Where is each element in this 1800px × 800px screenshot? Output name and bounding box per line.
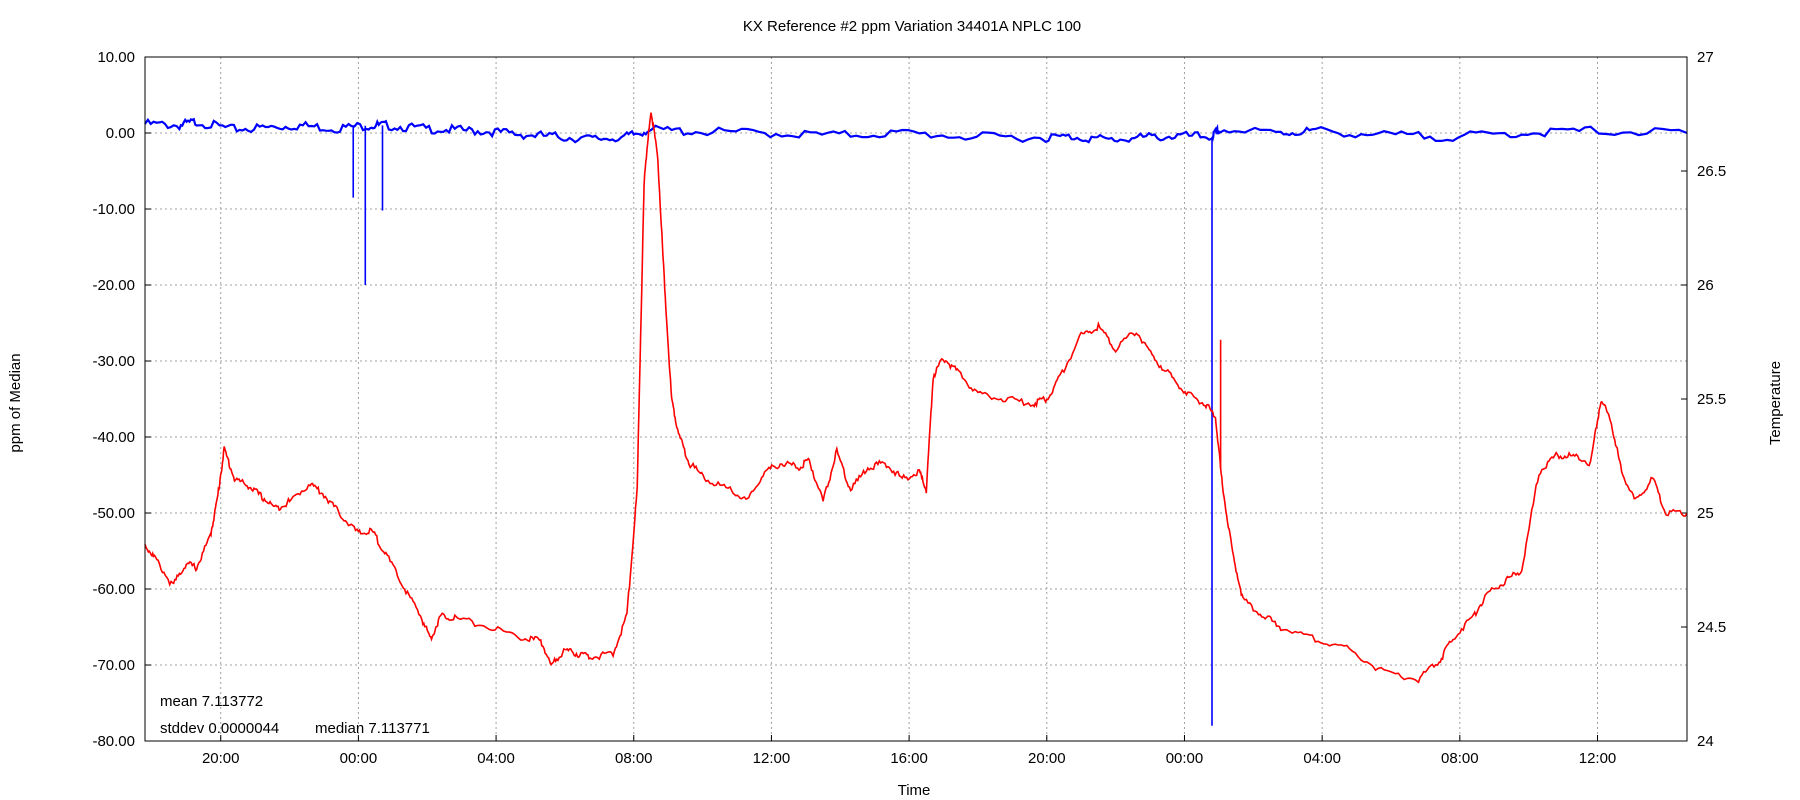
series-line-temperature — [144, 112, 1688, 684]
y-tick-label: -20.00 — [92, 277, 135, 294]
series-line-ppm — [144, 117, 1688, 144]
y-tick-label: -60.00 — [92, 581, 135, 598]
stat-median: median 7.113771 — [315, 720, 430, 737]
x-tick-label: 12:00 — [1579, 750, 1617, 767]
x-tick-label: 20:00 — [202, 750, 240, 767]
x-axis-title: Time — [898, 782, 931, 799]
tick-labels: 10.00 0.00 -10.00 -20.00 -30.00 -40.00 -50.00 -… — [92, 49, 1726, 767]
x-tick-label: 12:00 — [753, 750, 791, 767]
y-tick-label: 0.00 — [106, 125, 135, 142]
y2-tick-label: 26.5 — [1697, 163, 1726, 180]
stat-mean: mean 7.113772 — [160, 693, 263, 710]
y-tick-label: -70.00 — [92, 657, 135, 674]
x-tick-label: 04:00 — [1303, 750, 1341, 767]
x-tick-label: 04:00 — [477, 750, 515, 767]
plot-frame — [144, 56, 1688, 742]
y-tick-label: -40.00 — [92, 429, 135, 446]
y2-tick-label: 25 — [1697, 505, 1714, 522]
y2-tick-label: 25.5 — [1697, 391, 1726, 408]
y2-axis-title: Temperature — [1767, 361, 1784, 445]
y2-tick-label: 26 — [1697, 277, 1714, 294]
x-tick-label: 00:00 — [1166, 750, 1204, 767]
y-axis-title: ppm of Median — [7, 353, 24, 452]
y2-tick-label: 24.5 — [1697, 619, 1726, 636]
y-tick-label: -30.00 — [92, 353, 135, 370]
x-tick-label: 20:00 — [1028, 750, 1066, 767]
y2-tick-label: 24 — [1697, 733, 1714, 750]
x-tick-label: 16:00 — [890, 750, 928, 767]
grid — [145, 56, 1687, 742]
y2-tick-label: 27 — [1697, 49, 1714, 66]
y-tick-label: -50.00 — [92, 505, 135, 522]
x-tick-label: 08:00 — [1441, 750, 1479, 767]
x-tick-label: 00:00 — [340, 750, 378, 767]
y-tick-label: -80.00 — [92, 733, 135, 750]
y-tick-label: -10.00 — [92, 201, 135, 218]
stat-stddev: stddev 0.0000044 — [160, 720, 279, 737]
chart-title: KX Reference #2 ppm Variation 34401A NPL… — [743, 18, 1081, 35]
y-tick-label: 10.00 — [97, 49, 135, 66]
x-tick-label: 08:00 — [615, 750, 653, 767]
series-group — [144, 112, 1688, 726]
